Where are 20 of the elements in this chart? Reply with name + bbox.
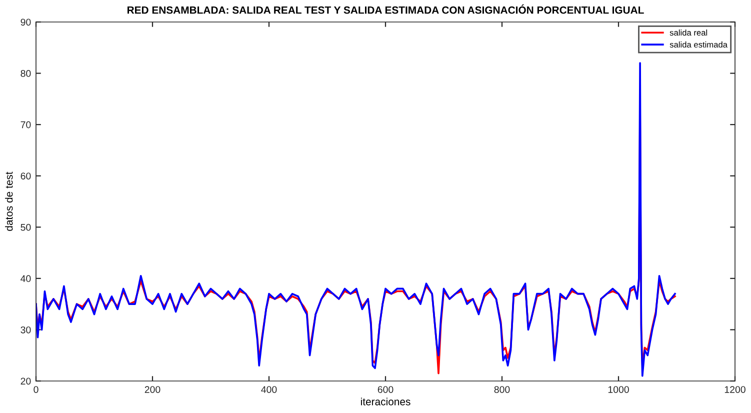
- y-tick-label: 20: [20, 378, 31, 385]
- y-tick-label: 70: [20, 121, 31, 128]
- x-tick-label: 200: [144, 386, 160, 393]
- chart-title: RED ENSAMBLADA: SALIDA REAL TEST Y SALIDA ESTIMADA CON ASIGNACIÓN PORCENTUAL IGUAL: [128, 4, 644, 14]
- x-axis-title: iteraciones: [361, 398, 410, 406]
- y-axis-title: datos de test: [5, 172, 13, 231]
- y-tick-label: 80: [20, 70, 31, 77]
- legend-label: salida real: [670, 30, 708, 36]
- x-tick-label: 800: [494, 386, 510, 393]
- x-tick-label: 0: [34, 386, 38, 393]
- y-tick-label: 50: [20, 224, 31, 231]
- y-tick-label: 90: [20, 18, 31, 26]
- y-tick-label: 60: [20, 172, 31, 180]
- x-tick-label: 1200: [724, 386, 746, 393]
- y-tick-label: 30: [20, 326, 31, 334]
- x-tick-label: 400: [261, 386, 277, 393]
- x-tick-label: 1000: [608, 386, 629, 393]
- x-tick-label: 600: [378, 386, 394, 393]
- y-tick-label: 40: [20, 275, 31, 282]
- legend-label: salida estimada: [670, 41, 728, 48]
